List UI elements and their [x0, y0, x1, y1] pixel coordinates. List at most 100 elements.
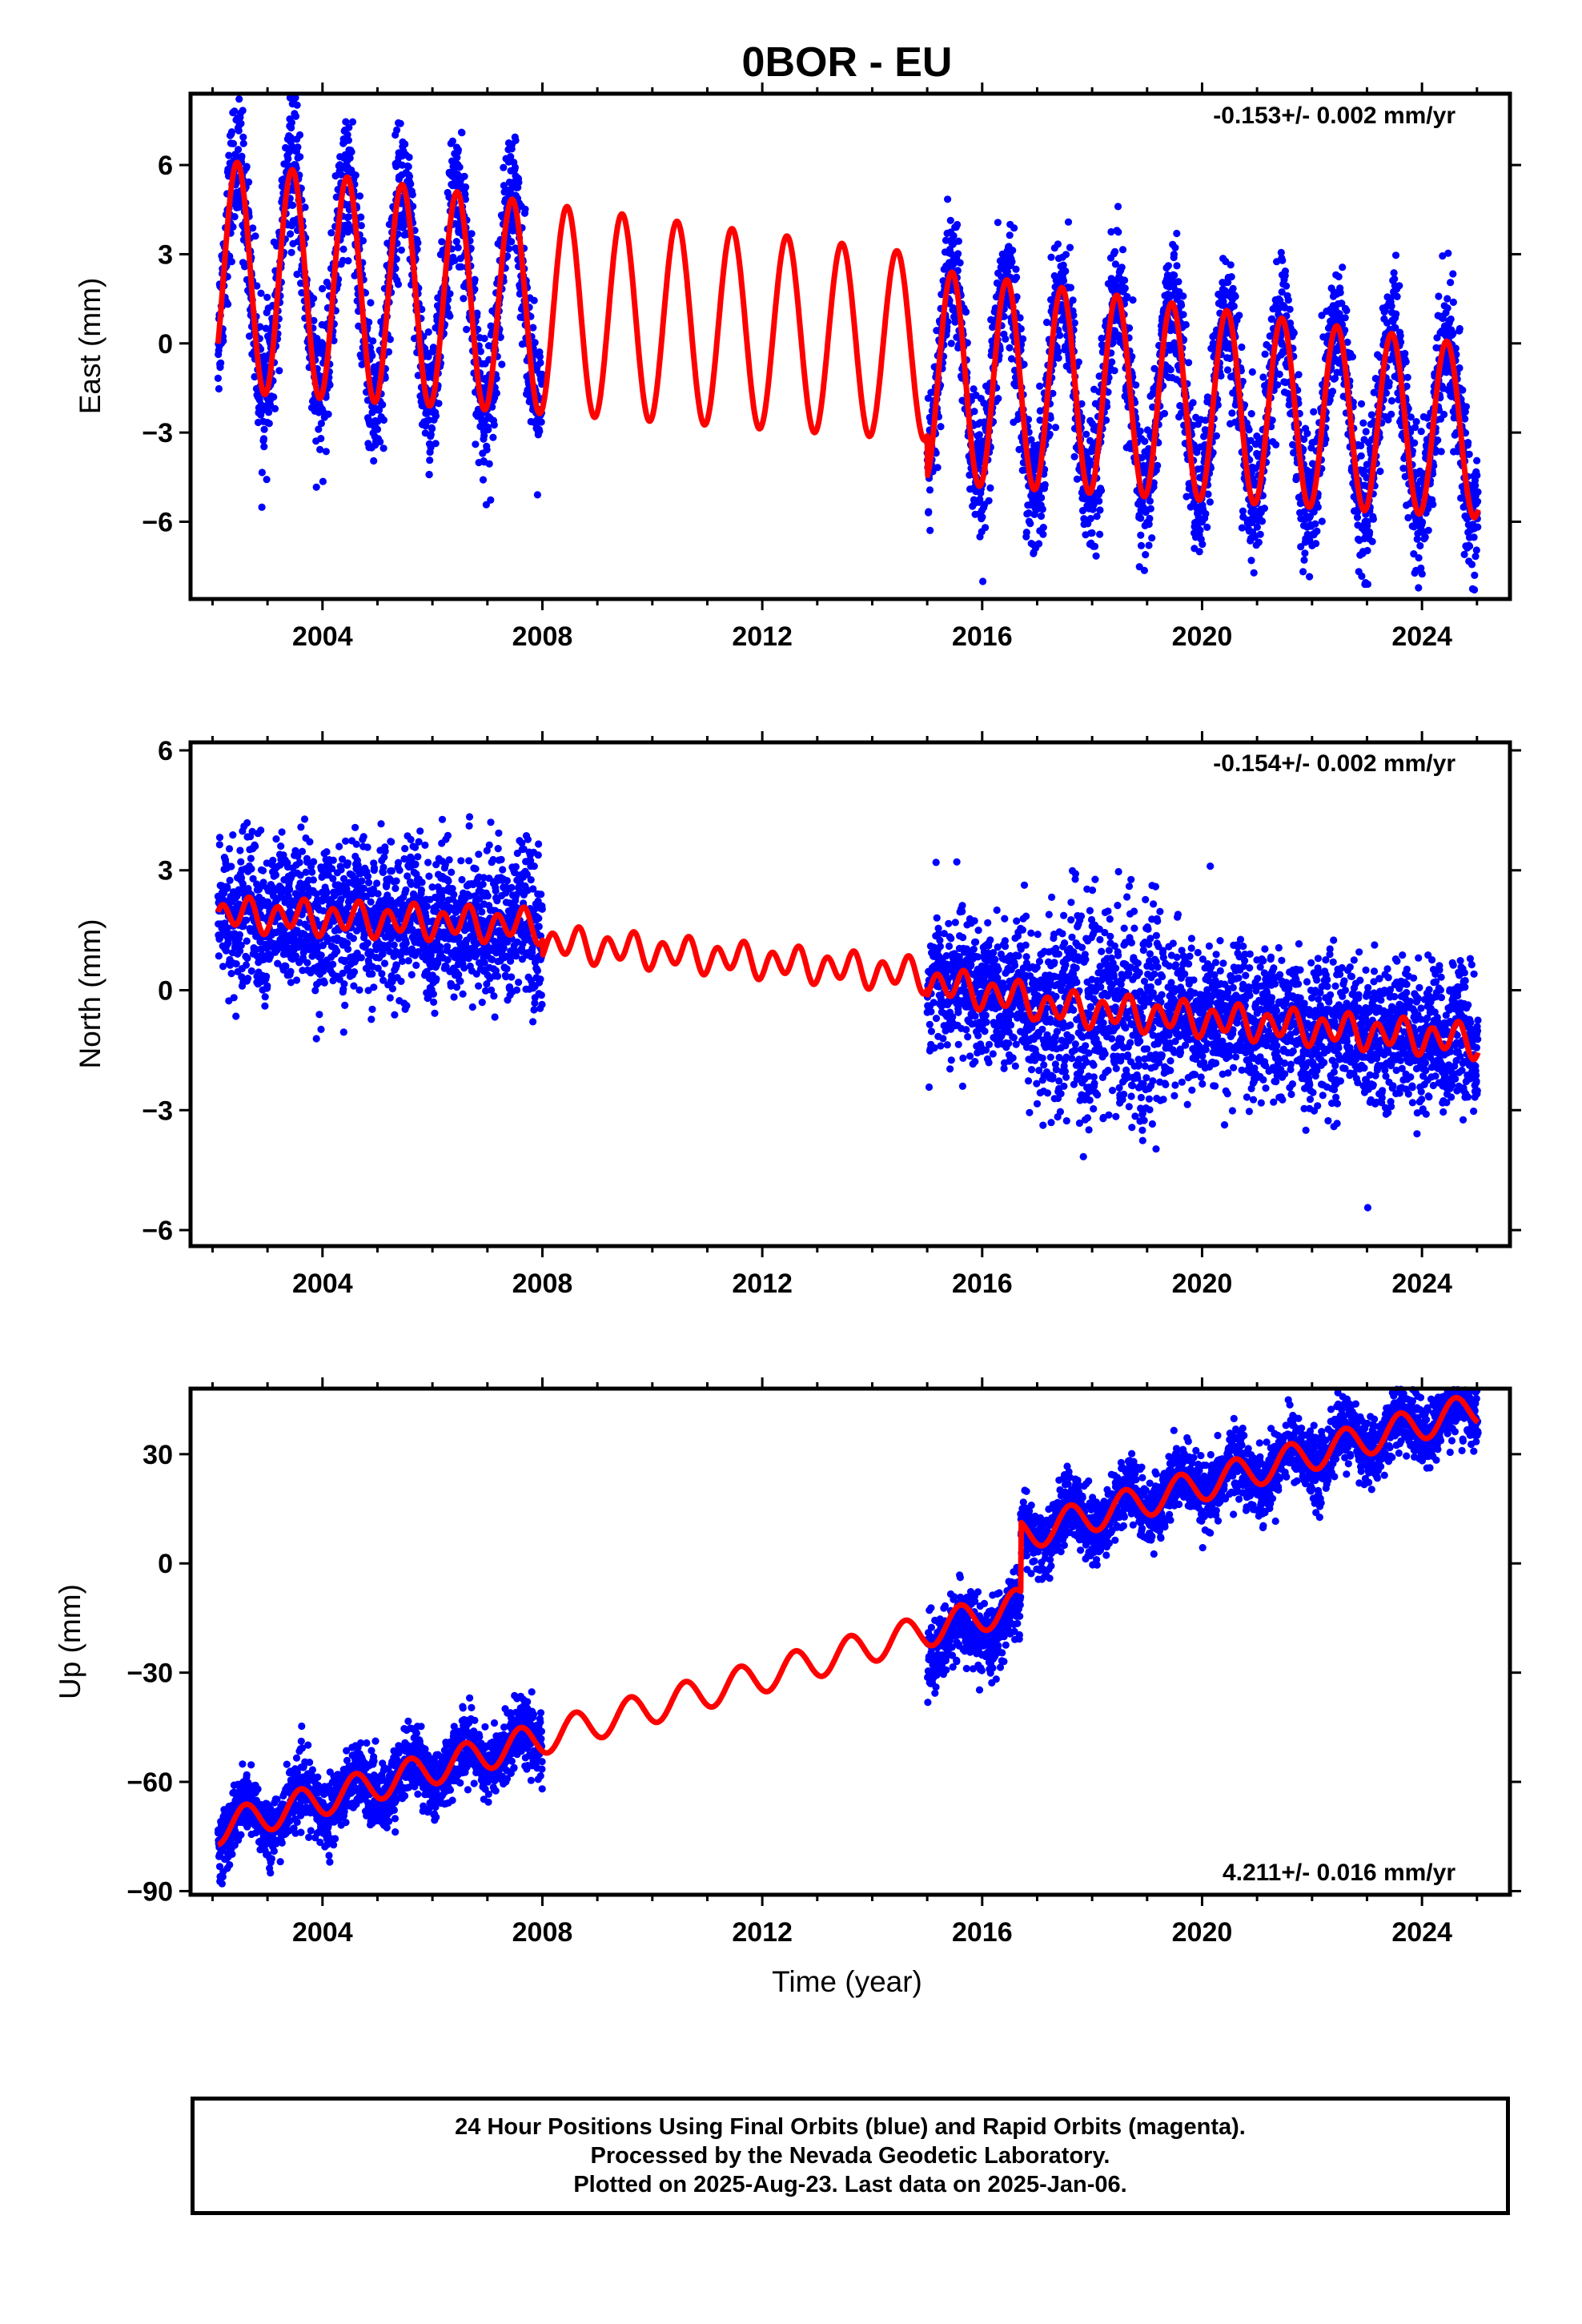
east-data-point	[1473, 456, 1481, 464]
east-data-point	[289, 201, 297, 209]
east-data-point	[258, 468, 266, 476]
east-data-point	[355, 192, 364, 200]
east-data-point	[1189, 399, 1197, 407]
east-data-point	[1010, 224, 1018, 232]
north-data-point	[226, 876, 234, 884]
east-data-point	[317, 435, 325, 443]
east-data-point	[357, 213, 365, 221]
east-data-point	[485, 460, 493, 468]
east-data-point	[1062, 251, 1070, 259]
east-data-point	[214, 374, 222, 382]
east-data-point	[994, 395, 1002, 403]
east-data-point	[253, 282, 261, 290]
east-data-point	[970, 408, 978, 416]
east-data-point	[1137, 541, 1146, 550]
east-data-point	[489, 433, 497, 441]
east-data-point	[1026, 520, 1034, 528]
east-data-point	[1343, 307, 1351, 315]
east-data-point	[1039, 524, 1047, 532]
east-data-point	[1253, 523, 1261, 531]
east-data-point	[368, 352, 376, 360]
north-data-point	[227, 862, 235, 870]
east-data-point	[251, 372, 259, 381]
east-data-point	[1096, 506, 1104, 514]
east-data-point	[1066, 283, 1074, 292]
east-data-point	[1472, 553, 1480, 561]
east-data-point	[265, 408, 273, 416]
east-y-axis-label: East (mm)	[74, 278, 106, 415]
east-data-point	[344, 257, 352, 265]
east-data-point	[238, 152, 246, 160]
east-data-point	[432, 412, 440, 420]
east-data-point	[1419, 518, 1427, 526]
north-data-point	[227, 970, 235, 978]
east-y-tick-label: 6	[158, 151, 173, 181]
north-data-point	[232, 960, 240, 968]
east-data-point	[1118, 263, 1126, 271]
east-data-point	[1092, 552, 1100, 560]
east-data-point	[1146, 497, 1154, 505]
east-data-point	[1250, 569, 1258, 577]
east-data-point	[1228, 409, 1236, 417]
east-data-point	[1318, 517, 1326, 525]
east-data-point	[454, 146, 463, 154]
east-data-point	[956, 259, 964, 267]
north-data-point	[230, 994, 238, 1002]
east-data-point	[498, 360, 506, 368]
east-data-point	[1449, 270, 1457, 278]
east-data-point	[345, 123, 353, 131]
east-data-point	[357, 222, 365, 230]
east-data-point	[530, 296, 538, 304]
east-data-point	[1300, 556, 1308, 565]
east-data-point	[492, 389, 501, 397]
east-data-point	[1142, 551, 1150, 559]
east-data-point	[1171, 243, 1179, 251]
east-data-point	[1097, 487, 1106, 495]
north-data-point	[243, 937, 251, 945]
east-data-point	[1286, 305, 1294, 313]
east-data-point	[1009, 247, 1017, 255]
east-data-point	[1036, 382, 1044, 390]
east-data-point	[401, 140, 409, 148]
north-data-point	[235, 931, 243, 939]
east-data-point	[1064, 218, 1073, 226]
east-data-point	[1137, 514, 1145, 522]
east-data-point	[1474, 523, 1482, 531]
east-data-point	[1369, 515, 1377, 523]
east-data-point	[994, 219, 1002, 227]
east-data-point	[1227, 261, 1235, 269]
east-data-point	[344, 136, 352, 144]
east-data-point	[1170, 251, 1178, 259]
east-data-point	[235, 127, 243, 135]
east-y-tick-label: −6	[142, 507, 173, 537]
east-data-point	[219, 337, 227, 345]
north-data-point	[242, 961, 251, 969]
east-data-point	[1258, 517, 1267, 525]
east-data-point	[339, 245, 347, 253]
east-data-point	[1008, 258, 1016, 266]
east-data-point	[217, 359, 225, 367]
east-data-point	[313, 335, 321, 343]
east-data-point	[950, 231, 958, 240]
east-data-point	[373, 425, 382, 433]
east-data-point	[954, 220, 962, 229]
north-data-point	[243, 818, 251, 827]
east-data-point	[1387, 396, 1395, 405]
east-data-point	[1132, 381, 1140, 389]
east-data-point	[1231, 292, 1239, 300]
east-data-point	[1470, 533, 1478, 541]
east-data-point	[1051, 424, 1060, 432]
east-data-point	[324, 410, 332, 418]
east-data-point	[1185, 359, 1193, 367]
east-data-point	[1046, 430, 1054, 438]
east-data-point	[1415, 584, 1423, 592]
east-data-point	[319, 477, 327, 485]
east-data-point	[351, 171, 359, 179]
east-data-point	[1456, 324, 1464, 333]
east-data-point	[1108, 358, 1116, 366]
chart-title: 0BOR - EU	[742, 39, 953, 86]
east-data-point	[316, 445, 324, 454]
north-data-point	[261, 1002, 269, 1010]
east-data-point	[287, 119, 295, 127]
east-data-point	[346, 154, 354, 162]
